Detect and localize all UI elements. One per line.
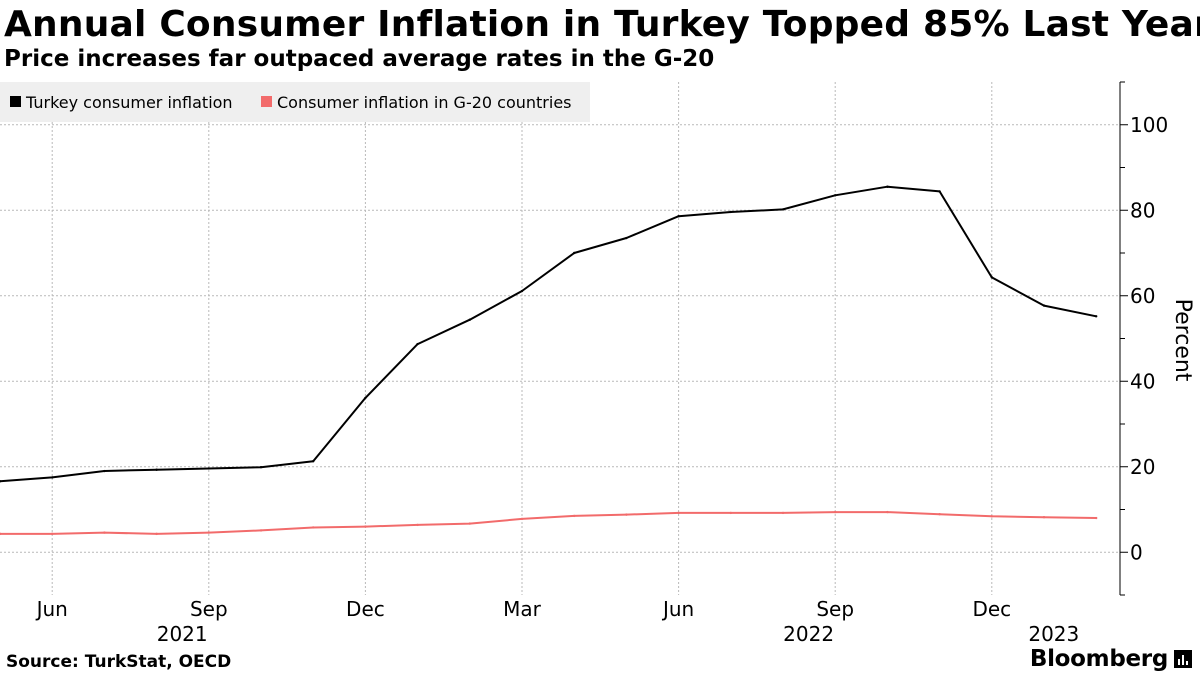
legend-label: Turkey consumer inflation bbox=[25, 93, 233, 112]
series-line-g20 bbox=[0, 511, 1097, 535]
data-point bbox=[103, 469, 106, 473]
data-point bbox=[677, 215, 680, 218]
x-tick-label: Dec bbox=[346, 597, 385, 621]
data-point bbox=[312, 459, 315, 463]
x-year-label: 2021 bbox=[157, 622, 208, 646]
bloomberg-logo-icon bbox=[1174, 650, 1192, 668]
data-point bbox=[0, 532, 2, 536]
data-point bbox=[573, 251, 576, 255]
x-tick-label: Jun bbox=[35, 597, 68, 621]
legend-background bbox=[0, 82, 590, 122]
data-point bbox=[520, 517, 524, 521]
y-tick-label: 0 bbox=[1130, 540, 1143, 564]
y-tick-label: 80 bbox=[1130, 198, 1155, 222]
data-point bbox=[781, 208, 785, 211]
data-point bbox=[1095, 315, 1098, 318]
y-tick-label: 40 bbox=[1130, 369, 1155, 393]
data-point bbox=[207, 467, 210, 470]
data-point bbox=[990, 515, 993, 518]
data-point bbox=[259, 465, 263, 469]
chart-title: Annual Consumer Inflation in Turkey Topp… bbox=[4, 4, 1200, 45]
data-point bbox=[51, 476, 54, 479]
y-tick-label: 100 bbox=[1130, 113, 1168, 137]
brand-wordmark: Bloomberg bbox=[1029, 646, 1168, 672]
data-point bbox=[155, 468, 158, 471]
series-line-turkey bbox=[0, 185, 1097, 483]
data-point bbox=[938, 513, 941, 516]
data-point bbox=[1095, 516, 1098, 520]
legend-label: Consumer inflation in G-20 countries bbox=[277, 93, 572, 112]
x-year-label: 2022 bbox=[783, 622, 834, 646]
data-point bbox=[834, 510, 837, 514]
y-tick-label: 60 bbox=[1130, 284, 1155, 308]
x-tick-label: Dec bbox=[972, 597, 1011, 621]
data-point bbox=[416, 342, 419, 346]
legend-swatch bbox=[10, 96, 21, 107]
data-point bbox=[468, 318, 471, 321]
data-point bbox=[938, 190, 941, 193]
data-point bbox=[729, 511, 732, 515]
data-point bbox=[886, 185, 889, 188]
data-point bbox=[520, 289, 524, 293]
data-point bbox=[259, 529, 263, 532]
x-year-label: 2023 bbox=[1028, 622, 1079, 646]
data-point bbox=[834, 194, 837, 197]
data-point bbox=[51, 532, 54, 536]
data-point bbox=[312, 526, 315, 529]
x-tick-label: Sep bbox=[816, 597, 854, 621]
y-axis-title: Percent bbox=[1170, 299, 1195, 382]
x-tick-label: Sep bbox=[190, 597, 228, 621]
data-point bbox=[1042, 515, 1046, 519]
data-point bbox=[625, 236, 628, 240]
chart-subtitle: Price increases far outpaced average rat… bbox=[4, 46, 715, 72]
data-point bbox=[207, 531, 210, 534]
data-point bbox=[416, 523, 419, 527]
data-point bbox=[677, 511, 680, 515]
source-note: Source: TurkStat, OECD bbox=[6, 652, 232, 672]
y-tick-label: 20 bbox=[1130, 455, 1155, 479]
data-point bbox=[103, 531, 106, 534]
data-point bbox=[364, 396, 367, 400]
x-tick-label: Jun bbox=[661, 597, 694, 621]
data-point bbox=[0, 480, 2, 483]
data-point bbox=[886, 510, 889, 514]
x-tick-label: Mar bbox=[503, 597, 542, 621]
data-point bbox=[364, 525, 367, 528]
data-point bbox=[468, 522, 471, 525]
data-point bbox=[781, 511, 785, 515]
data-point bbox=[990, 276, 993, 279]
data-point bbox=[155, 532, 158, 536]
legend-swatch bbox=[261, 96, 272, 107]
data-point bbox=[1042, 304, 1046, 307]
data-point bbox=[573, 514, 576, 518]
data-point bbox=[625, 513, 628, 516]
data-point bbox=[729, 210, 732, 214]
